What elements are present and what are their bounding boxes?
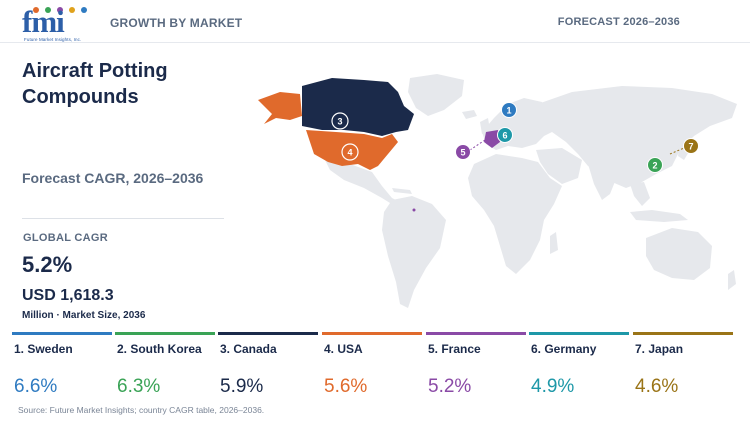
greenland-shape	[408, 74, 464, 116]
country-card-sweden[interactable]: 1. Sweden 6.6%	[12, 332, 112, 402]
svg-text:6: 6	[502, 131, 507, 141]
svg-text:3: 3	[337, 117, 342, 127]
country-name: 1. Sweden	[14, 342, 73, 356]
card-accent-bar	[12, 332, 112, 335]
country-cagr: 5.9%	[220, 376, 264, 397]
france-shape	[484, 130, 500, 148]
market-size-value: USD 1,618.3	[22, 287, 114, 304]
country-cagr: 6.6%	[14, 376, 58, 397]
india-shape	[588, 162, 618, 200]
southeast-asia-shape	[630, 182, 650, 206]
svg-text:4: 4	[347, 148, 352, 158]
middle-east-shape	[536, 148, 582, 184]
world-map: 1 2 3 4 5 6 7	[258, 74, 737, 308]
marker-usa[interactable]: 4	[341, 143, 359, 161]
svg-text:5: 5	[460, 148, 465, 158]
new-zealand-shape	[728, 270, 736, 290]
page-title: Aircraft Potting Compounds	[22, 60, 168, 108]
country-name: 5. France	[428, 342, 481, 356]
marker-japan[interactable]: 7	[669, 138, 699, 155]
global-cagr-label: GLOBAL CAGR	[23, 232, 108, 244]
south-america-shape	[382, 196, 446, 308]
country-name: 7. Japan	[635, 342, 684, 356]
asia-shape	[532, 86, 737, 188]
forecast-cagr-label: Forecast CAGR, 2026–2036	[22, 170, 204, 186]
country-card-japan[interactable]: 7. Japan 4.6%	[633, 332, 733, 402]
africa-shape	[468, 154, 562, 274]
header-bar: fmi Future Market Insights, Inc. GROWTH …	[0, 0, 750, 43]
card-accent-bar	[633, 332, 733, 335]
country-cagr: 4.6%	[635, 376, 679, 397]
country-card-germany[interactable]: 6. Germany 4.9%	[529, 332, 629, 402]
card-accent-bar	[322, 332, 422, 335]
divider	[22, 218, 224, 219]
card-accent-bar	[426, 332, 526, 335]
logo-subtext: Future Market Insights, Inc.	[24, 37, 82, 42]
caribbean-shape	[392, 188, 412, 194]
marker-france[interactable]: 5	[455, 137, 489, 160]
country-cagr: 4.9%	[531, 376, 575, 397]
market-size-unit: Million · Market Size, 2036	[22, 310, 146, 321]
card-accent-bar	[218, 332, 318, 335]
growth-by-market-label: GROWTH BY MARKET	[110, 16, 243, 30]
iceland-shape	[462, 110, 477, 119]
card-accent-bar	[115, 332, 215, 335]
svg-text:1: 1	[506, 106, 511, 116]
global-cagr-value: 5.2%	[22, 252, 73, 277]
forecast-period-label: FORECAST 2026–2036	[557, 16, 680, 28]
australia-shape	[646, 228, 712, 280]
country-cagr: 5.2%	[428, 376, 472, 397]
country-name: 4. USA	[324, 342, 363, 356]
marker-germany[interactable]: 6	[497, 127, 513, 143]
logo-figures-icon	[33, 7, 87, 13]
source-note: Source: Future Market Insights; country …	[18, 405, 265, 415]
card-accent-bar	[529, 332, 629, 335]
land-masses	[324, 74, 737, 308]
madagascar-shape	[550, 232, 558, 254]
svg-text:7: 7	[688, 142, 693, 152]
canada-shape	[302, 78, 414, 136]
caribbean-marker	[412, 208, 416, 212]
country-card-canada[interactable]: 3. Canada 5.9%	[218, 332, 318, 402]
country-name: 2. South Korea	[117, 342, 202, 356]
fmi-logo[interactable]: fmi Future Market Insights, Inc.	[22, 4, 92, 42]
country-cagr: 5.6%	[324, 376, 368, 397]
marker-south-korea[interactable]: 2	[647, 157, 663, 173]
country-name: 3. Canada	[220, 342, 277, 356]
marker-sweden[interactable]: 1	[501, 102, 517, 118]
alaska-shape	[258, 92, 302, 124]
logo-wordmark: fmi	[22, 4, 65, 39]
marker-canada[interactable]: 3	[331, 112, 349, 130]
country-card-south-korea[interactable]: 2. South Korea 6.3%	[115, 332, 215, 402]
country-cards: 1. Sweden 6.6% 2. South Korea 6.3% 3. Ca…	[12, 332, 740, 402]
country-name: 6. Germany	[531, 342, 597, 356]
country-cagr: 6.3%	[117, 376, 161, 397]
country-card-usa[interactable]: 4. USA 5.6%	[322, 332, 422, 402]
mexico-central-america-shape	[324, 158, 404, 208]
uk-shape	[480, 118, 490, 134]
indonesia-shape	[630, 210, 688, 222]
country-card-france[interactable]: 5. France 5.2%	[426, 332, 526, 402]
svg-text:2: 2	[652, 161, 657, 171]
